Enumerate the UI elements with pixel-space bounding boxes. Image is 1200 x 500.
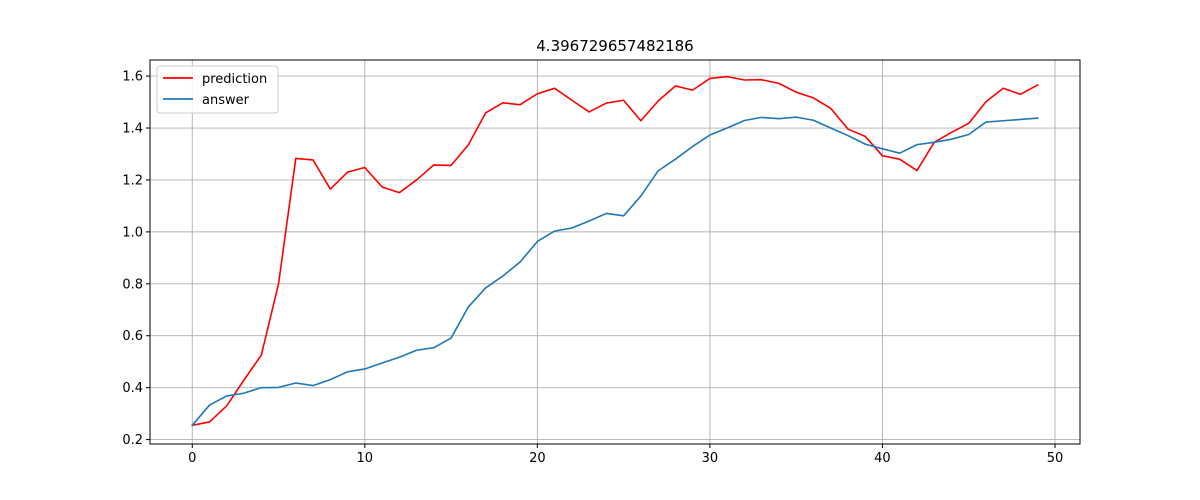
y-tick-label: 1.6	[122, 70, 143, 85]
y-tick-label: 1.2	[122, 173, 143, 188]
y-tick-label: 1.4	[122, 122, 143, 137]
y-tick-label: 0.2	[122, 433, 143, 448]
y-tick-label: 0.6	[122, 329, 143, 344]
chart-title: 4.396729657482186	[536, 37, 693, 55]
legend-label-answer: answer	[202, 93, 250, 108]
x-tick-label: 0	[188, 451, 196, 466]
legend-label-prediction: prediction	[202, 72, 267, 87]
x-tick-label: 10	[357, 451, 374, 466]
series-line-prediction	[191, 75, 1039, 427]
x-tick-label: 20	[529, 451, 546, 466]
x-tick-label: 40	[874, 451, 891, 466]
plot-frame	[149, 59, 1081, 445]
y-tick-label: 1.0	[122, 225, 143, 240]
y-tick-label: 0.8	[122, 277, 143, 292]
x-tick-label: 30	[702, 451, 719, 466]
y-tick-label: 0.4	[122, 381, 143, 396]
series-layer	[191, 75, 1039, 427]
legend: prediction answer	[156, 65, 279, 114]
grid	[150, 60, 1080, 444]
x-tick-label: 50	[1047, 451, 1064, 466]
series-line-answer	[191, 116, 1039, 427]
axes: 0 10 20 30 40 50 0.2 0.4 0.6 0.8 1.0 1.2 1.4 1.6	[122, 70, 1063, 466]
